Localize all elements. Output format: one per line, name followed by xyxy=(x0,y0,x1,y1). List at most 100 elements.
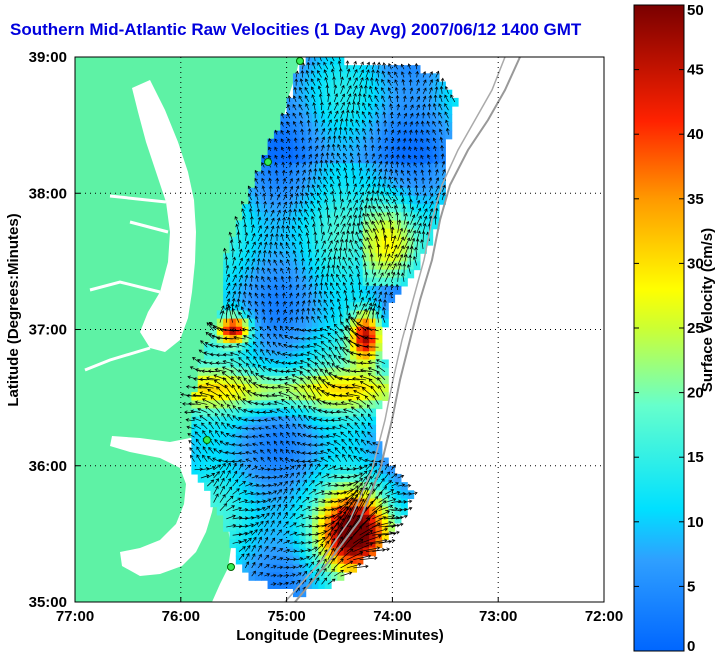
velocity-arrow xyxy=(275,177,280,184)
velocity-arrow xyxy=(314,136,319,143)
velocity-arrow xyxy=(362,93,367,103)
velocity-cell xyxy=(280,294,288,303)
velocity-arrow xyxy=(323,69,329,78)
velocity-cell xyxy=(426,122,434,132)
velocity-cell xyxy=(311,580,319,589)
velocity-cell xyxy=(381,457,389,467)
velocity-cell xyxy=(299,204,307,213)
velocity-arrow xyxy=(260,456,265,462)
velocity-arrow xyxy=(372,500,387,511)
velocity-cell xyxy=(400,187,408,197)
velocity-cell xyxy=(324,522,332,532)
velocity-arrow xyxy=(383,175,387,184)
velocity-arrow xyxy=(416,199,421,209)
velocity-cell xyxy=(318,539,326,549)
velocity-arrow xyxy=(276,474,284,479)
velocity-cell xyxy=(419,163,427,173)
velocity-arrow xyxy=(352,482,363,495)
velocity-cell xyxy=(356,433,364,442)
velocity-arrow xyxy=(257,233,263,242)
velocity-arrow xyxy=(324,281,329,291)
velocity-arrow xyxy=(241,200,246,209)
velocity-cell xyxy=(204,351,212,361)
velocity-cell xyxy=(394,179,402,189)
velocity-arrow xyxy=(321,540,329,552)
velocity-cell xyxy=(280,531,288,540)
velocity-arrow xyxy=(267,448,272,454)
velocity-cell xyxy=(350,457,358,467)
velocity-arrow xyxy=(382,62,387,70)
velocity-arrow xyxy=(295,459,303,463)
velocity-arrow xyxy=(257,544,262,552)
velocity-cell xyxy=(299,563,307,573)
velocity-arrow xyxy=(292,432,297,438)
velocity-cell xyxy=(350,130,358,140)
velocity-arrow xyxy=(278,391,290,397)
velocity-arrow xyxy=(323,184,329,193)
velocity-cell xyxy=(286,580,294,589)
velocity-cell xyxy=(331,416,338,426)
velocity-arrow xyxy=(225,290,231,299)
velocity-cell xyxy=(324,384,332,393)
velocity-arrow xyxy=(304,86,310,94)
velocity-arrow xyxy=(330,159,335,168)
velocity-arrow xyxy=(273,400,284,405)
velocity-arrow xyxy=(313,443,322,447)
velocity-arrow xyxy=(315,490,325,495)
velocity-arrow xyxy=(365,463,373,471)
velocity-arrow xyxy=(359,486,368,503)
velocity-arrow xyxy=(327,547,335,560)
velocity-cell xyxy=(248,359,256,369)
velocity-cell xyxy=(343,65,351,74)
velocity-arrow xyxy=(319,281,324,290)
velocity-cell xyxy=(254,449,262,459)
velocity-cell xyxy=(286,498,294,508)
velocity-arrow xyxy=(274,169,279,176)
velocity-cell xyxy=(369,351,377,361)
velocity-cell xyxy=(394,73,402,83)
velocity-arrow xyxy=(357,214,362,225)
velocity-cell xyxy=(223,473,231,483)
velocity-cell xyxy=(438,138,446,148)
velocity-arrow xyxy=(296,523,305,528)
velocity-cell xyxy=(242,441,250,450)
velocity-arrow xyxy=(426,138,430,144)
velocity-arrow xyxy=(300,136,305,143)
velocity-arrow xyxy=(294,353,303,357)
velocity-cell xyxy=(305,285,313,295)
velocity-arrow xyxy=(285,449,291,454)
velocity-cell xyxy=(426,204,434,213)
velocity-cell xyxy=(337,359,345,369)
velocity-cell xyxy=(426,89,434,99)
velocity-cell xyxy=(331,171,338,181)
velocity-cell xyxy=(362,228,370,238)
velocity-cell xyxy=(204,424,212,434)
velocity-arrow xyxy=(344,174,349,184)
velocity-cell xyxy=(350,310,358,320)
velocity-cell xyxy=(286,294,294,303)
velocity-arrow xyxy=(257,364,265,372)
velocity-arrow xyxy=(333,506,349,520)
velocity-cell xyxy=(273,359,281,369)
velocity-arrow xyxy=(257,225,262,233)
velocity-arrow xyxy=(414,246,418,258)
velocity-cell xyxy=(248,269,256,279)
velocity-cell xyxy=(280,269,288,279)
velocity-cell xyxy=(280,277,288,287)
velocity-cell xyxy=(305,498,313,508)
velocity-arrow xyxy=(395,161,400,168)
velocity-arrow xyxy=(414,184,419,192)
velocity-cell xyxy=(235,547,243,557)
velocity-arrow xyxy=(384,168,388,176)
velocity-arrow xyxy=(365,297,371,307)
velocity-cell xyxy=(311,195,319,205)
velocity-arrow xyxy=(299,120,304,127)
velocity-arrow xyxy=(249,274,254,282)
velocity-arrow xyxy=(355,438,360,446)
velocity-cell xyxy=(318,269,326,279)
velocity-arrow xyxy=(409,87,414,94)
velocity-cell xyxy=(343,400,351,410)
velocity-cell xyxy=(216,424,224,434)
velocity-arrow xyxy=(219,494,226,503)
velocity-cell xyxy=(413,130,421,140)
